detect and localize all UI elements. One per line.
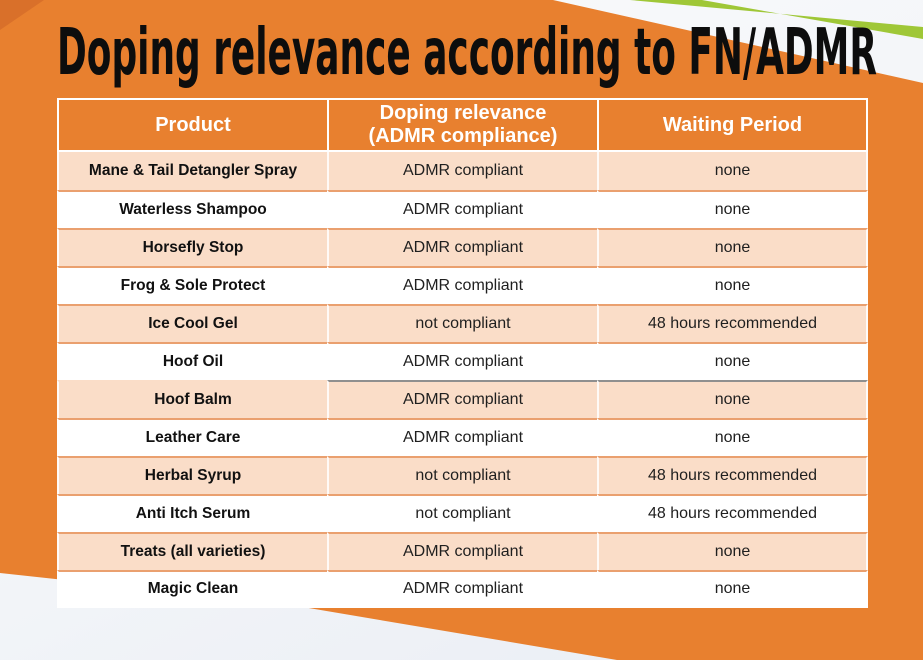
cell-waiting: none [597, 380, 868, 418]
cell-product: Herbal Syrup [57, 456, 327, 494]
table-row: Herbal Syrup not compliant 48 hours reco… [57, 456, 868, 494]
doping-relevance-table: Product Doping relevance (ADMR complianc… [57, 98, 868, 608]
cell-product: Waterless Shampoo [57, 190, 327, 228]
cell-product: Hoof Balm [57, 380, 327, 418]
table-row: Magic Clean ADMR compliant none [57, 570, 868, 608]
cell-waiting: 48 hours recommended [597, 304, 868, 342]
table-row: Waterless Shampoo ADMR compliant none [57, 190, 868, 228]
cell-waiting: none [597, 570, 868, 608]
table-row: Hoof Oil ADMR compliant none [57, 342, 868, 380]
page-title: Doping relevance according to FN/ADMR [57, 16, 877, 90]
cell-relevance: ADMR compliant [327, 380, 597, 418]
cell-product: Treats (all varieties) [57, 532, 327, 570]
cell-relevance: ADMR compliant [327, 570, 597, 608]
table-row: Hoof Balm ADMR compliant none [57, 380, 868, 418]
cell-product: Ice Cool Gel [57, 304, 327, 342]
cell-product: Leather Care [57, 418, 327, 456]
cell-waiting: none [597, 228, 868, 266]
cell-relevance: ADMR compliant [327, 190, 597, 228]
table-row: Mane & Tail Detangler Spray ADMR complia… [57, 152, 868, 190]
cell-waiting: 48 hours recommended [597, 494, 868, 532]
cell-product: Mane & Tail Detangler Spray [57, 152, 327, 190]
cell-product: Horsefly Stop [57, 228, 327, 266]
cell-relevance: ADMR compliant [327, 418, 597, 456]
table-row: Ice Cool Gel not compliant 48 hours reco… [57, 304, 868, 342]
table-row: Treats (all varieties) ADMR compliant no… [57, 532, 868, 570]
header-doping-relevance: Doping relevance (ADMR compliance) [327, 98, 597, 152]
cell-relevance: ADMR compliant [327, 152, 597, 190]
table-body: Mane & Tail Detangler Spray ADMR complia… [57, 152, 868, 608]
table-row: Anti Itch Serum not compliant 48 hours r… [57, 494, 868, 532]
table-header: Product Doping relevance (ADMR complianc… [57, 98, 868, 152]
cell-waiting: none [597, 190, 868, 228]
header-row: Product Doping relevance (ADMR complianc… [57, 98, 868, 152]
cell-product: Anti Itch Serum [57, 494, 327, 532]
table-row: Leather Care ADMR compliant none [57, 418, 868, 456]
cell-product: Hoof Oil [57, 342, 327, 380]
cell-waiting: none [597, 266, 868, 304]
table-row: Horsefly Stop ADMR compliant none [57, 228, 868, 266]
page-title-text: Doping relevance according to FN/ADMR [57, 16, 877, 90]
cell-relevance: not compliant [327, 304, 597, 342]
cell-waiting: none [597, 532, 868, 570]
cell-waiting: none [597, 342, 868, 380]
cell-relevance: not compliant [327, 494, 597, 532]
cell-relevance: ADMR compliant [327, 228, 597, 266]
table-row: Frog & Sole Protect ADMR compliant none [57, 266, 868, 304]
cell-waiting: none [597, 152, 868, 190]
cell-relevance: ADMR compliant [327, 266, 597, 304]
cell-relevance: not compliant [327, 456, 597, 494]
cell-product: Frog & Sole Protect [57, 266, 327, 304]
cell-waiting: none [597, 418, 868, 456]
cell-product: Magic Clean [57, 570, 327, 608]
header-waiting-period: Waiting Period [597, 98, 868, 152]
cell-relevance: ADMR compliant [327, 342, 597, 380]
cell-relevance: ADMR compliant [327, 532, 597, 570]
header-product: Product [57, 98, 327, 152]
cell-waiting: 48 hours recommended [597, 456, 868, 494]
